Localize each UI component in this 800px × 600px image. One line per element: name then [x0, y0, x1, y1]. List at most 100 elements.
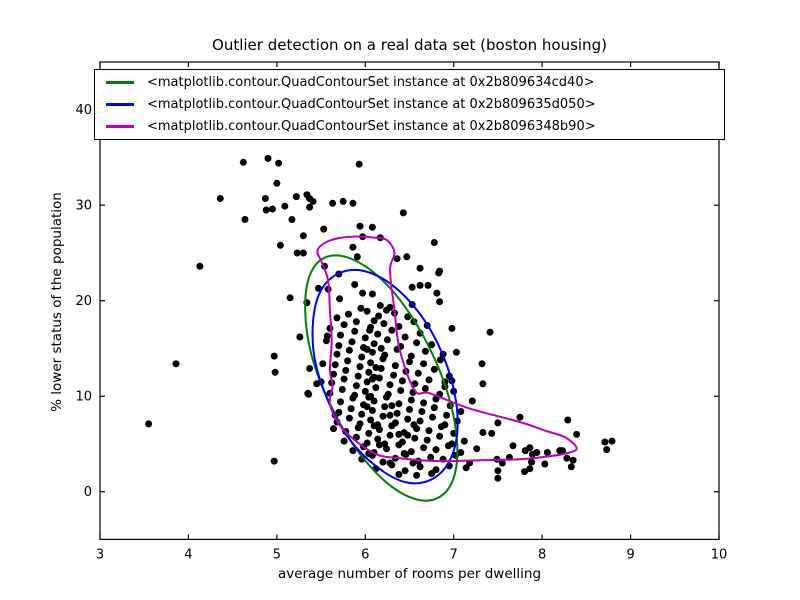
scatter-point [498, 459, 506, 467]
scatter-point [452, 348, 460, 356]
legend: <matplotlib.contour.QuadContourSet insta… [94, 69, 725, 140]
scatter-point [370, 422, 378, 430]
scatter-point [414, 369, 422, 377]
scatter-point [356, 222, 364, 230]
scatter-point [393, 255, 401, 263]
scatter-point [386, 431, 394, 439]
scatter-point [365, 393, 373, 401]
scatter-point [196, 262, 204, 270]
scatter-point [319, 360, 327, 368]
scatter-point [427, 453, 435, 461]
scatter-point [421, 385, 429, 392]
scatter-point [335, 342, 343, 350]
scatter-point [564, 416, 572, 424]
scatter-point [331, 361, 339, 369]
scatter-point [368, 290, 376, 298]
scatter-point [349, 199, 357, 207]
scatter-point [526, 444, 534, 452]
scatter-point [337, 331, 344, 339]
scatter-point [420, 360, 428, 368]
scatter-point [608, 437, 616, 445]
x-tick-label: 8 [538, 547, 546, 562]
scatter-point [425, 376, 433, 384]
scatter-point [365, 368, 373, 376]
legend-entry: <matplotlib.contour.QuadContourSet insta… [95, 116, 724, 137]
scatter-point [348, 338, 356, 346]
scatter-point [270, 352, 278, 360]
scatter-point [342, 366, 350, 374]
scatter-point [436, 356, 444, 364]
scatter-point [363, 403, 371, 411]
scatter-point [404, 415, 412, 423]
scatter-point [601, 438, 609, 446]
scatter-point [556, 447, 564, 455]
scatter-point [306, 365, 314, 372]
scatter-point [172, 360, 180, 368]
scatter-point [370, 397, 378, 405]
empirical-covariance-contour [304, 254, 459, 502]
scatter-point [398, 377, 406, 385]
scatter-point [309, 197, 317, 205]
scatter-point [351, 327, 359, 335]
scatter-point [388, 461, 396, 469]
scatter-point [383, 393, 390, 401]
scatter-point [488, 429, 496, 437]
scatter-point [421, 347, 429, 355]
scatter-point [376, 302, 384, 309]
scatter-point [239, 158, 247, 166]
scatter-point [330, 425, 337, 433]
scatter-point [273, 179, 281, 187]
y-tick-label: 20 [75, 294, 92, 309]
scatter-point [383, 306, 390, 314]
scatter-point [262, 206, 270, 214]
scatter-point [409, 459, 417, 467]
scatter-point [436, 267, 444, 275]
scatter-point [399, 209, 407, 217]
scatter-point [436, 432, 444, 440]
scatter-point [363, 307, 371, 315]
scatter-point [473, 445, 481, 453]
scatter-point [443, 411, 451, 419]
scatter-point [370, 317, 378, 325]
scatter-point [543, 449, 551, 456]
legend-label: <matplotlib.contour.QuadContourSet insta… [147, 75, 595, 91]
scatter-point [352, 382, 360, 390]
scatter-point [407, 448, 415, 456]
scatter-point [354, 424, 362, 432]
scatter-point [340, 437, 348, 445]
scatter-point [407, 352, 415, 360]
scatter-point [403, 253, 411, 261]
scatter-point [366, 326, 374, 334]
scatter-point [368, 407, 376, 414]
scatter-point [349, 394, 357, 402]
scatter-point [367, 416, 375, 424]
scatter-point [521, 468, 528, 476]
scatter-point [486, 328, 494, 336]
scatter-point [329, 199, 337, 207]
scatter-point [494, 474, 502, 482]
scatter-point [374, 435, 382, 443]
scatter-point [460, 437, 468, 445]
scatter-point [468, 397, 476, 405]
scatter-point [436, 298, 444, 306]
scatter-point [339, 197, 347, 205]
scatter-point [411, 434, 419, 442]
scatter-point [368, 348, 376, 356]
scatter-point [569, 456, 577, 464]
x-tick-label: 7 [450, 547, 458, 562]
scatter-point [420, 399, 428, 407]
scatter-point [430, 404, 438, 412]
scatter-point [444, 442, 452, 450]
scatter-point [424, 281, 432, 289]
y-tick-label: 30 [75, 199, 92, 214]
scatter-point [361, 334, 369, 342]
scatter-point [379, 355, 387, 363]
scatter-point [374, 330, 382, 338]
scatter-point [401, 333, 409, 341]
scatter-point [379, 412, 387, 420]
scatter-point [420, 444, 428, 452]
scatter-point [340, 375, 348, 383]
scatter-point [567, 463, 575, 471]
scatter-point [516, 413, 524, 421]
